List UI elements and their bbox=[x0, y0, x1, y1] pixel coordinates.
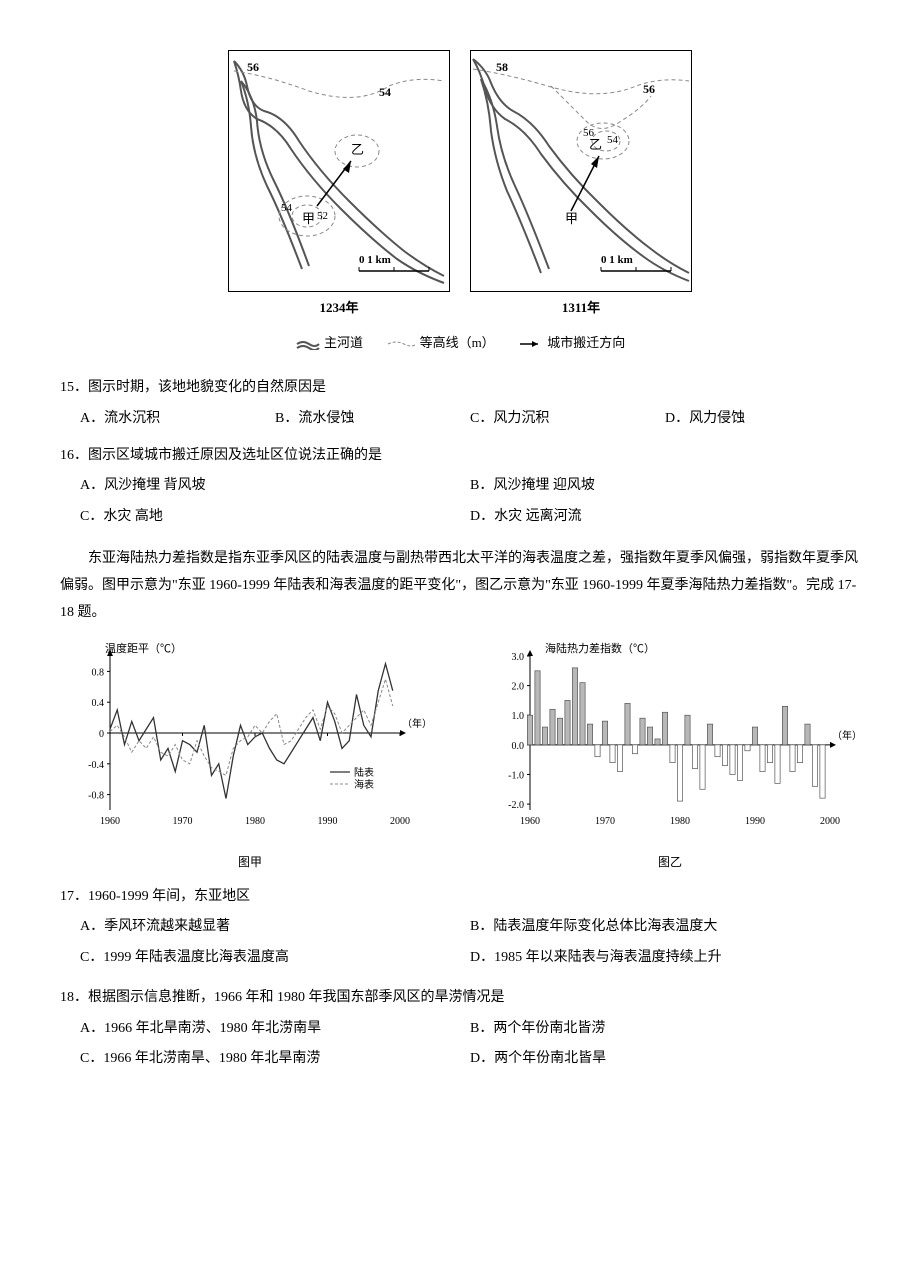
map-right-cB: 乙 bbox=[589, 137, 602, 152]
svg-text:-0.4: -0.4 bbox=[88, 760, 104, 771]
q18-A: A．1966 年北旱南涝、1980 年北涝南旱 bbox=[80, 1016, 470, 1043]
q18-C: C．1966 年北涝南旱、1980 年北旱南涝 bbox=[80, 1046, 470, 1073]
q15-options: A．流水沉积 B．流水侵蚀 C．风力沉积 D．风力侵蚀 bbox=[80, 406, 860, 433]
map-right: 58 56 56 乙 54 甲 0 1 km bbox=[470, 50, 692, 292]
chart-a: 0.8 0.4 0 -0.4 -0.8 1960 1970 1980 1990 2000 温度距平（… bbox=[60, 638, 440, 838]
svg-text:温度距平（℃）: 温度距平（℃） bbox=[105, 641, 182, 655]
map-legend: 主河道 等高线（m） 城市搬迁方向 bbox=[60, 331, 860, 356]
svg-text:0.8: 0.8 bbox=[92, 668, 105, 679]
svg-text:陆表: 陆表 bbox=[354, 766, 374, 779]
chart-a-caption: 图甲 bbox=[60, 851, 440, 874]
q18-B: B．两个年份南北皆涝 bbox=[470, 1016, 860, 1043]
q16-B: B．风沙掩埋 迎风坡 bbox=[470, 473, 860, 500]
svg-text:-0.8: -0.8 bbox=[88, 791, 104, 802]
svg-text:海表: 海表 bbox=[354, 778, 374, 791]
q16-options: A．风沙掩埋 背风坡 B．风沙掩埋 迎风坡 C．水灾 高地 D．水灾 远离河流 bbox=[80, 473, 860, 534]
map-right-year: 1311年 bbox=[470, 296, 692, 321]
q18-stem: 18．根据图示信息推断，1966 年和 1980 年我国东部季风区的旱涝情况是 bbox=[60, 985, 860, 1012]
map-left-wrapper: 56 54 乙 54 甲 52 0 1 km 1234年 bbox=[228, 50, 450, 321]
map-left-tl: 56 bbox=[247, 60, 259, 74]
q16-C: C．水灾 高地 bbox=[80, 504, 470, 531]
svg-text:海陆热力差指数（℃）: 海陆热力差指数（℃） bbox=[545, 641, 655, 655]
svg-text:-2.0: -2.0 bbox=[508, 800, 524, 811]
svg-text:1990: 1990 bbox=[745, 816, 765, 827]
map-left-cA2: 52 bbox=[317, 210, 328, 222]
q17-D: D．1985 年以来陆表与海表温度持续上升 bbox=[470, 945, 860, 972]
q17-B: B．陆表温度年际变化总体比海表温度大 bbox=[470, 914, 860, 941]
legend-river: 主河道 bbox=[324, 335, 363, 350]
legend-arrow: 城市搬迁方向 bbox=[547, 335, 625, 350]
q15-A: A．流水沉积 bbox=[80, 406, 275, 433]
q16-D: D．水灾 远离河流 bbox=[470, 504, 860, 531]
svg-text:（年）: （年） bbox=[832, 729, 860, 742]
svg-text:1990: 1990 bbox=[318, 816, 338, 827]
svg-text:1.0: 1.0 bbox=[512, 711, 525, 722]
svg-text:1960: 1960 bbox=[100, 816, 120, 827]
svg-text:2.0: 2.0 bbox=[512, 682, 525, 693]
svg-text:1980: 1980 bbox=[245, 816, 265, 827]
q15-D: D．风力侵蚀 bbox=[665, 406, 860, 433]
svg-text:0.0: 0.0 bbox=[512, 741, 525, 752]
chart-b-caption: 图乙 bbox=[480, 851, 860, 874]
svg-text:-1.0: -1.0 bbox=[508, 771, 524, 782]
q17-stem: 17．1960-1999 年间，东亚地区 bbox=[60, 884, 860, 911]
q17-C: C．1999 年陆表温度比海表温度高 bbox=[80, 945, 470, 972]
map-left: 56 54 乙 54 甲 52 0 1 km bbox=[228, 50, 450, 292]
map-right-scale: 0 1 km bbox=[601, 254, 633, 266]
chart-b: 3.0 2.0 1.0 0.0 -1.0 -2.0 1960 1970 1980 1990 2000… bbox=[480, 638, 860, 838]
svg-text:2000: 2000 bbox=[390, 816, 410, 827]
chart-a-box: 0.8 0.4 0 -0.4 -0.8 1960 1970 1980 1990 2000 温度距平（… bbox=[60, 638, 440, 873]
q18-D: D．两个年份南北皆旱 bbox=[470, 1046, 860, 1073]
q16-stem: 16．图示区域城市搬迁原因及选址区位说法正确的是 bbox=[60, 443, 860, 470]
q18-options: A．1966 年北旱南涝、1980 年北涝南旱 B．两个年份南北皆涝 C．196… bbox=[80, 1016, 860, 1077]
q15-C: C．风力沉积 bbox=[470, 406, 665, 433]
map-right-cB2: 54 bbox=[607, 134, 619, 146]
svg-text:2000: 2000 bbox=[820, 816, 840, 827]
svg-text:1980: 1980 bbox=[670, 816, 690, 827]
legend-contour: 等高线（m） bbox=[420, 335, 495, 350]
svg-text:0: 0 bbox=[99, 729, 104, 740]
svg-text:0.4: 0.4 bbox=[92, 698, 105, 709]
q15-B: B．流水侵蚀 bbox=[275, 406, 470, 433]
q16-A: A．风沙掩埋 背风坡 bbox=[80, 473, 470, 500]
map-left-cB: 乙 bbox=[351, 142, 364, 157]
svg-text:（年）: （年） bbox=[402, 717, 432, 730]
map-left-tr: 54 bbox=[379, 85, 391, 99]
map-left-cA1: 54 bbox=[281, 202, 293, 214]
svg-text:1960: 1960 bbox=[520, 816, 540, 827]
chart-b-box: 3.0 2.0 1.0 0.0 -1.0 -2.0 1960 1970 1980 1990 2000… bbox=[480, 638, 860, 873]
map-right-tr: 56 bbox=[643, 82, 655, 96]
map-left-scale: 0 1 km bbox=[359, 254, 391, 266]
passage-2: 东亚海陆热力差指数是指东亚季风区的陆表温度与副热带西北太平洋的海表温度之差，强指… bbox=[60, 546, 860, 626]
map-right-cA: 甲 bbox=[565, 211, 578, 226]
svg-text:1970: 1970 bbox=[595, 816, 615, 827]
q15-stem: 15．图示时期，该地地貌变化的自然原因是 bbox=[60, 375, 860, 402]
q17-options: A．季风环流越来越显著 B．陆表温度年际变化总体比海表温度大 C．1999 年陆… bbox=[80, 914, 860, 975]
map-left-cA: 甲 bbox=[302, 211, 315, 226]
map-left-year: 1234年 bbox=[228, 296, 450, 321]
svg-text:3.0: 3.0 bbox=[512, 652, 525, 663]
map-right-tl: 58 bbox=[496, 60, 508, 74]
svg-text:1970: 1970 bbox=[173, 816, 193, 827]
map-right-wrapper: 58 56 56 乙 54 甲 0 1 km 1311年 bbox=[470, 50, 692, 321]
q17-A: A．季风环流越来越显著 bbox=[80, 914, 470, 941]
map-figure-row: 56 54 乙 54 甲 52 0 1 km 1234年 bbox=[60, 50, 860, 321]
chart-row: 0.8 0.4 0 -0.4 -0.8 1960 1970 1980 1990 2000 温度距平（… bbox=[60, 638, 860, 873]
